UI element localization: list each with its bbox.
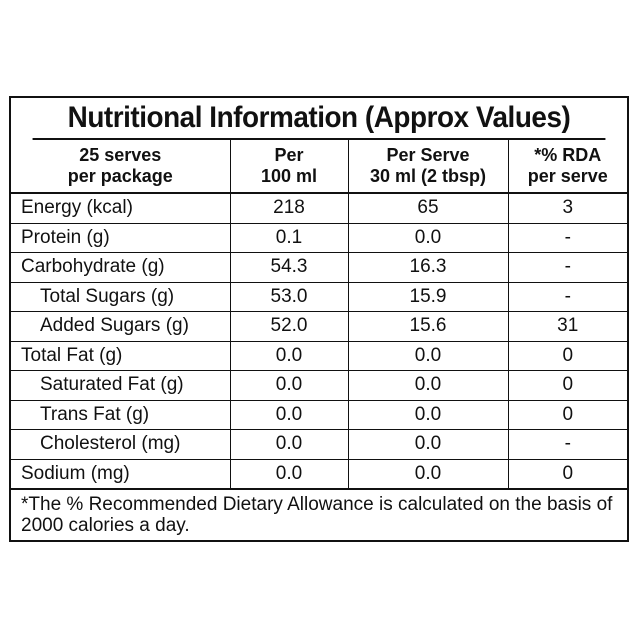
nutrient-name: Saturated Fat (g): [11, 370, 231, 401]
nutrient-name: Total Fat (g): [11, 341, 231, 371]
nutrient-row: Sodium (mg) 0.0 0.0 0: [11, 459, 627, 490]
value-rda: 0: [508, 400, 627, 430]
value-rda: 0: [508, 459, 627, 490]
value-per-100ml: 54.3: [230, 252, 349, 283]
nutrient-name: Added Sugars (g): [11, 311, 231, 342]
value-per-serve: 0.0: [348, 341, 509, 371]
nutrient-row: Total Sugars (g) 53.0 15.9-: [11, 282, 627, 312]
nutrient-name: Total Sugars (g): [11, 282, 231, 312]
header-rda: *% RDA per serve: [508, 140, 627, 194]
nutrient-row: Cholesterol (mg) 0.0 0.0-: [11, 429, 627, 460]
value-per-100ml: 0.0: [230, 459, 349, 490]
value-rda: 3: [508, 193, 627, 224]
value-per-100ml: 0.0: [230, 341, 349, 371]
nutrient-row: Protein (g) 0.1 0.0-: [11, 223, 627, 253]
value-rda: -: [508, 429, 627, 460]
label-title: Nutritional Information (Approx Values): [32, 98, 606, 140]
header-per-100ml: Per 100 ml: [230, 140, 349, 194]
header-row: 25 serves per package Per 100 ml Per Ser…: [11, 140, 627, 194]
value-per-100ml: 0.0: [230, 429, 349, 460]
value-per-100ml: 0.0: [230, 400, 349, 430]
value-per-serve: 15.9: [348, 282, 509, 312]
value-per-serve: 16.3: [348, 252, 509, 283]
nutrient-name: Sodium (mg): [11, 459, 231, 490]
nutrient-name: Energy (kcal): [11, 193, 231, 224]
nutrient-name: Cholesterol (mg): [11, 429, 231, 460]
value-per-100ml: 0.1: [230, 223, 349, 253]
nutrient-row: Trans Fat (g) 0.0 0.0 0: [11, 400, 627, 430]
nutrient-name: Protein (g): [11, 223, 231, 253]
nutrient-row: Carbohydrate (g) 54.3 16.3-: [11, 252, 627, 283]
value-per-100ml: 0.0: [230, 370, 349, 401]
value-per-100ml: 52.0: [230, 311, 349, 342]
header-per-serve: Per Serve 30 ml (2 tbsp): [348, 140, 509, 194]
value-per-100ml: 53.0: [230, 282, 349, 312]
nutrient-name: Carbohydrate (g): [11, 252, 231, 283]
value-rda: 0: [508, 341, 627, 371]
value-per-serve: 0.0: [348, 459, 509, 490]
value-per-serve: 0.0: [348, 370, 509, 401]
nutrient-row: Saturated Fat (g) 0.0 0.0 0: [11, 370, 627, 401]
nutrient-row: Energy (kcal) 218 65 3: [11, 193, 627, 224]
value-rda: 31: [508, 311, 627, 342]
value-per-serve: 0.0: [348, 400, 509, 430]
value-per-serve: 0.0: [348, 429, 509, 460]
nutrient-row: Added Sugars (g) 52.0 15.6 31: [11, 311, 627, 342]
nutrition-table: 25 serves per package Per 100 ml Per Ser…: [11, 140, 627, 490]
value-per-serve: 0.0: [348, 223, 509, 253]
nutrition-label: Nutritional Information (Approx Values) …: [9, 96, 629, 542]
header-servings: 25 serves per package: [11, 140, 231, 194]
value-per-serve: 15.6: [348, 311, 509, 342]
value-rda: -: [508, 282, 627, 312]
rda-footnote: *The % Recommended Dietary Allowance is …: [21, 494, 613, 536]
value-per-serve: 65: [348, 193, 509, 224]
value-rda: 0: [508, 370, 627, 401]
value-rda: -: [508, 252, 627, 283]
value-rda: -: [508, 223, 627, 253]
nutrient-row: Total Fat (g) 0.0 0.0 0: [11, 341, 627, 371]
value-per-100ml: 218: [230, 193, 349, 224]
nutrient-name: Trans Fat (g): [11, 400, 231, 430]
